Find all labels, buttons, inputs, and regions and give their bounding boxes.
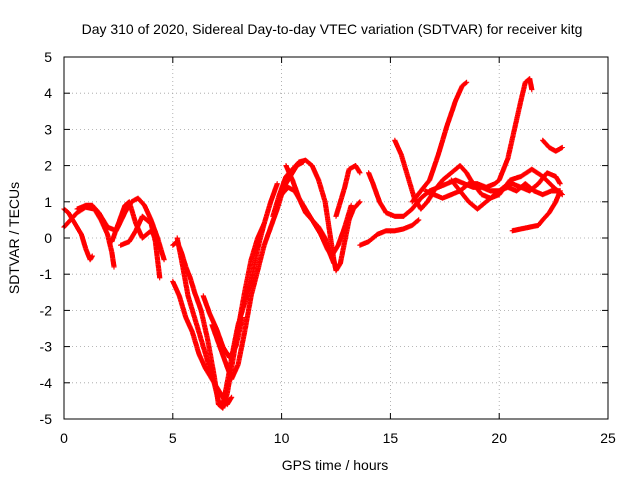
y-tick-label: 0	[44, 230, 52, 246]
y-tick-label: 5	[44, 49, 52, 65]
data-track-4	[118, 213, 163, 281]
plot-frame	[63, 56, 609, 420]
x-tick-label: 5	[169, 430, 177, 446]
grid-lines	[64, 57, 608, 419]
x-tick-label: 20	[491, 430, 507, 446]
data-track-7	[170, 278, 235, 408]
plus-marker-series	[509, 188, 563, 234]
plus-marker-series	[170, 278, 235, 408]
data-track-12	[283, 163, 337, 266]
tick-labels: 0 5 10 15 20 25 -5 -4 -3 -2 -1 0 1 2 3 4 5	[40, 49, 616, 446]
data-points	[61, 76, 565, 411]
y-axis-label: SDTVAR / TECUs	[6, 182, 22, 294]
x-tick-label: 10	[274, 430, 290, 446]
y-tick-label: -3	[40, 339, 53, 355]
data-track-18	[422, 76, 535, 201]
y-tick-label: 1	[44, 194, 52, 210]
data-track-17	[409, 79, 470, 205]
chart-title: Day 310 of 2020, Sidereal Day-to-day VTE…	[82, 21, 583, 37]
x-tick-label: 15	[383, 430, 399, 446]
x-tick-label: 0	[60, 430, 68, 446]
y-tick-label: 3	[44, 121, 52, 137]
data-track-19	[448, 170, 563, 212]
plus-marker-series	[540, 137, 565, 154]
x-tick-label: 25	[600, 430, 616, 446]
plus-marker-series	[409, 79, 470, 205]
data-track-13	[333, 163, 363, 219]
y-tick-label: 4	[44, 85, 52, 101]
plus-marker-series	[118, 213, 163, 281]
plus-marker-series	[200, 293, 245, 361]
data-track-20	[509, 188, 563, 234]
data-track-21	[540, 137, 565, 154]
plus-marker-series	[283, 163, 337, 266]
x-axis-label: GPS time / hours	[282, 457, 389, 473]
data-track-8	[200, 293, 245, 361]
plus-marker-series	[357, 217, 422, 248]
plus-marker-series	[448, 170, 563, 212]
y-tick-label: -2	[40, 302, 53, 318]
plus-marker-series	[333, 163, 363, 219]
plus-marker-series	[422, 76, 535, 201]
y-tick-label: -4	[40, 375, 53, 391]
y-tick-label: -1	[40, 266, 53, 282]
y-tick-label: 2	[44, 158, 52, 174]
data-track-14	[357, 217, 422, 248]
y-tick-label: -5	[40, 411, 53, 427]
